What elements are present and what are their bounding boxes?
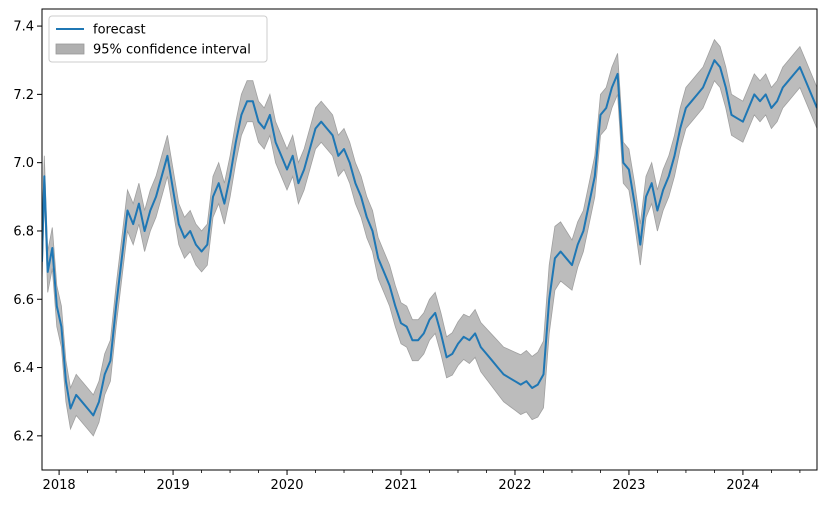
y-tick-label: 6.6 (13, 293, 34, 308)
x-axis: 2018 2019 2020 2021 2022 2023 2024 (43, 470, 801, 493)
y-tick-label: 6.2 (13, 429, 34, 444)
x-tick-label: 2020 (270, 478, 303, 493)
x-tick-label: 2018 (43, 478, 76, 493)
x-tick-label: 2021 (384, 478, 417, 493)
y-tick-label: 6.4 (13, 361, 34, 376)
legend-label: forecast (93, 23, 146, 38)
x-tick-label: 2019 (157, 478, 190, 493)
plot-area (42, 38, 817, 437)
y-tick-label: 6.8 (13, 224, 34, 239)
y-axis: 6.2 6.4 6.6 6.8 7.0 7.2 7.4 (13, 20, 42, 444)
x-tick-label: 2022 (498, 478, 531, 493)
legend-patch-swatch (55, 43, 85, 55)
y-tick-label: 7.2 (13, 88, 34, 103)
y-tick-label: 7.4 (13, 20, 34, 35)
x-tick-label: 2023 (612, 478, 645, 493)
x-tick-label: 2024 (726, 478, 759, 493)
confidence-band (42, 38, 817, 437)
legend-label: 95% confidence interval (93, 43, 251, 58)
y-tick-label: 7.0 (13, 156, 34, 171)
legend: forecast 95% confidence interval (48, 15, 268, 63)
legend-box (48, 15, 268, 63)
forecast-line (42, 59, 817, 417)
